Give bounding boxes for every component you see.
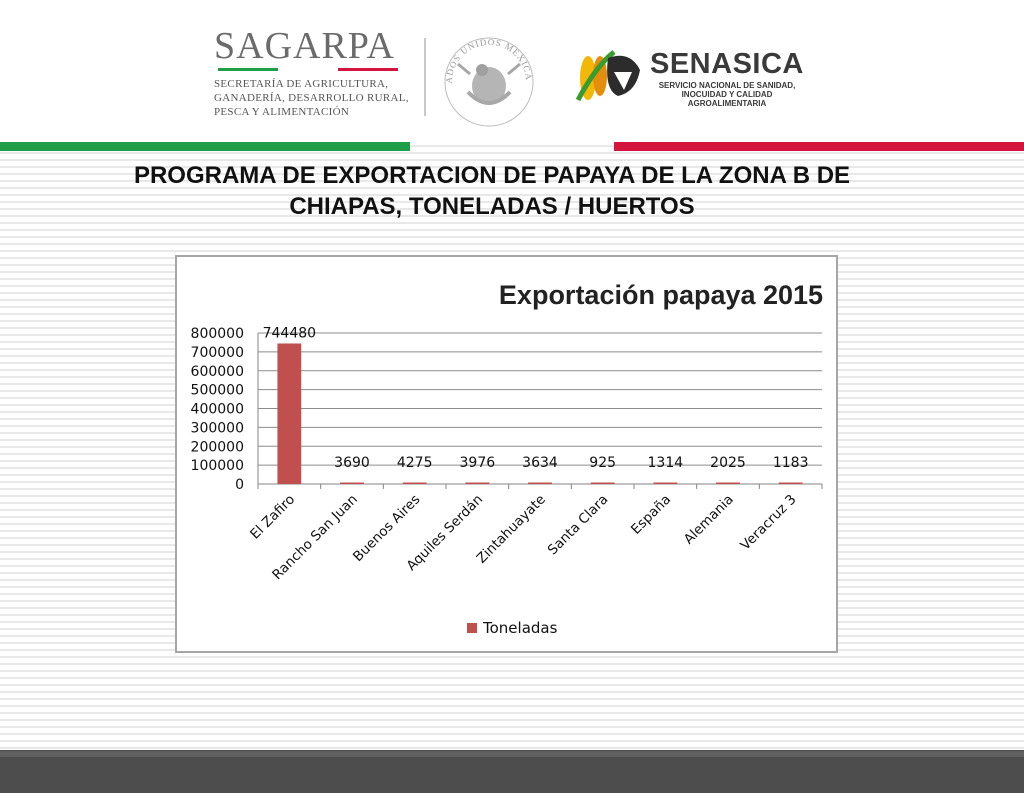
x-tick-label: Veracruz 3 — [737, 492, 799, 554]
y-tick-label: 100000 — [191, 458, 244, 474]
sagarpa-wordmark: SAGARPA — [214, 25, 395, 67]
sagarpa-subtitle-line-3: PESCA Y ALIMENTACIÓN — [214, 106, 350, 118]
y-tick-label: 700000 — [191, 345, 244, 361]
bar — [528, 482, 552, 484]
data-label: 1183 — [773, 455, 809, 471]
x-tick-label: Santa Clara — [545, 492, 612, 559]
green-band — [0, 142, 410, 151]
bar — [402, 482, 427, 484]
senasica-subtitle: SERVICIO NACIONAL DE SANIDAD, INOCUIDAD … — [652, 81, 802, 108]
page-title: PROGRAMA DE EXPORTACION DE PAPAYA DE LA … — [20, 160, 964, 222]
page-title-line-2: CHIAPAS, TONELADAS / HUERTOS — [289, 193, 695, 220]
y-tick-label: 500000 — [191, 383, 244, 399]
x-tick-label: Alemania — [681, 492, 737, 548]
senasica-subtitle-line-1: SERVICIO NACIONAL DE SANIDAD, — [658, 81, 796, 90]
legend-swatch — [467, 623, 477, 633]
footer-stripe — [0, 751, 1024, 757]
bar — [778, 482, 803, 484]
senasica-wordmark: SENASICA — [650, 48, 804, 80]
data-label: 2025 — [710, 455, 746, 471]
bar — [465, 482, 490, 484]
y-tick-label: 200000 — [191, 439, 244, 455]
sagarpa-logo: SAGARPA SECRETARÍA DE AGRICULTURA, GANAD… — [214, 26, 414, 119]
data-label: 4275 — [397, 455, 433, 471]
red-band — [614, 142, 1024, 151]
footer-bar — [0, 750, 1024, 793]
header-divider — [424, 38, 426, 116]
y-tick-label: 300000 — [191, 420, 244, 436]
x-tick-label: El Zafiro — [247, 492, 298, 543]
sagarpa-tricolor-rule — [218, 68, 398, 71]
data-label: 925 — [589, 455, 616, 471]
y-tick-label: 0 — [235, 477, 244, 493]
bar — [653, 482, 678, 484]
senasica-subtitle-line-3: AGROALIMENTARIA — [687, 99, 767, 108]
bar — [716, 482, 740, 484]
page-title-line-1: PROGRAMA DE EXPORTACION DE PAPAYA DE LA … — [133, 162, 851, 189]
legend-label: Toneladas — [482, 619, 558, 637]
data-label: 744480 — [263, 325, 316, 341]
y-tick-label: 400000 — [191, 402, 244, 418]
x-tick-label: España — [628, 492, 674, 538]
bar — [590, 482, 615, 484]
data-label: 3634 — [522, 455, 558, 471]
senasica-logo: SENASICA SERVICIO NACIONAL DE SANIDAD, I… — [574, 46, 824, 108]
sagarpa-subtitle-line-1: SECRETARÍA DE AGRICULTURA, — [214, 78, 389, 90]
y-tick-label: 800000 — [191, 326, 244, 342]
sagarpa-subtitle-line-2: GANADERÍA, DESARROLLO RURAL, — [214, 92, 409, 104]
mexican-seal-icon: ESTADOS UNIDOS MEXICANOS — [440, 30, 534, 127]
senasica-subtitle-line-2: INOCUIDAD Y CALIDAD — [681, 90, 773, 99]
bar-chart: Exportación papaya 2015 0 100000 200000 3000… — [191, 280, 824, 637]
data-label: 1314 — [648, 455, 684, 471]
data-label: 3690 — [334, 455, 370, 471]
bar — [277, 343, 302, 484]
y-tick-label: 600000 — [191, 364, 244, 380]
chart-title: Exportación papaya 2015 — [499, 280, 823, 310]
chart-frame: Exportación papaya 2015 0 100000 200000 3000… — [175, 255, 838, 653]
bar — [340, 482, 364, 484]
senasica-emblem-icon — [575, 50, 640, 102]
data-label: 3976 — [460, 455, 496, 471]
